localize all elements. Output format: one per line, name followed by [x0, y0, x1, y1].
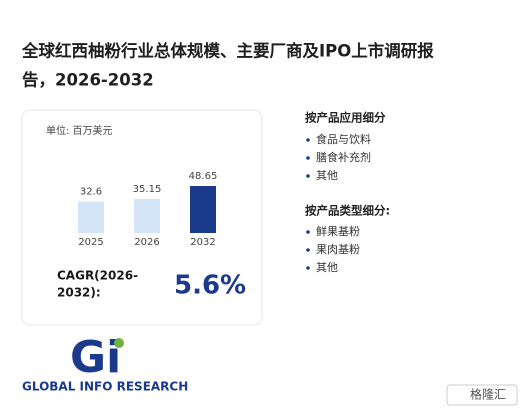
- badge-box: [446, 384, 518, 406]
- unit-label: 单位: 百万美元: [46, 124, 113, 137]
- list-item: 其他: [316, 169, 338, 182]
- value-label: 35.15: [133, 184, 162, 195]
- title-line: 全球红西柚粉行业总体规模、主要厂商及IPO上市调研报: [21, 41, 434, 61]
- bullet: [306, 230, 310, 234]
- section-heading: 按产品应用细分: [305, 111, 386, 125]
- x-label: 2026: [134, 237, 159, 248]
- list-item: 鲜果基粉: [316, 224, 360, 238]
- value-label: 32.6: [80, 187, 102, 198]
- bar: [134, 199, 160, 233]
- list-item: 果肉基粉: [316, 243, 360, 256]
- cagr-value: 5.6%: [174, 271, 246, 301]
- badge: 格隆汇: [470, 387, 506, 402]
- list-item: 其他: [316, 261, 338, 274]
- cagr-label: 2032):: [57, 286, 101, 300]
- logo-dot: [114, 338, 124, 348]
- bullet: [306, 174, 310, 178]
- value-label: 48.65: [189, 171, 218, 182]
- bar: [78, 201, 104, 233]
- bar-chart: 32.6 2025 35.15 2026 48.65 2032: [78, 171, 217, 248]
- bullet: [306, 248, 310, 252]
- x-label: 2032: [190, 237, 215, 248]
- title-line: 告，2026-2032: [22, 70, 154, 90]
- list-item: 食品与饮料: [316, 132, 371, 146]
- list-item: 膳食补充剂: [316, 150, 371, 164]
- bullet: [306, 266, 310, 270]
- cagr-label: CAGR(2026-: [57, 269, 138, 283]
- logo-mark: Gi: [70, 332, 121, 383]
- x-label: 2025: [78, 237, 103, 248]
- bar: [190, 186, 216, 233]
- bullet: [306, 138, 310, 142]
- section-heading: 按产品类型细分:: [305, 204, 390, 218]
- bullet: [306, 156, 310, 160]
- logo-name: GLOBAL INFO RESEARCH: [22, 380, 188, 394]
